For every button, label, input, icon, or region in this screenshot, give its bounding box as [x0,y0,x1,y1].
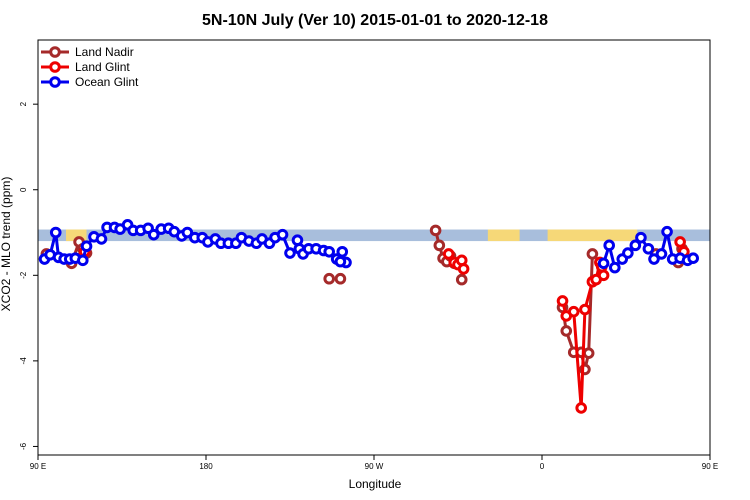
data-point [648,253,660,265]
data-point [77,254,89,267]
data-point [147,228,160,241]
x-tick-label: 0 [540,462,545,471]
x-tick-label: 90 E [30,462,46,471]
data-point [334,272,347,285]
data-point [336,245,349,258]
series-ocean-glint [38,219,700,274]
data-point [629,239,642,252]
series-land-nadir [40,224,688,376]
data-point [323,272,336,285]
data-point [597,257,610,270]
data-point [567,305,580,318]
legend-label-land-nadir: Land Nadir [75,45,134,59]
data-point [429,224,442,237]
ocean-band [38,229,710,242]
land-band-segment [66,229,87,242]
data-point [586,248,599,260]
data-point [642,242,655,255]
data-point [49,226,62,239]
x-tick-label: 180 [199,462,213,471]
y-tick-label: 2 [19,101,28,106]
isolated-points [323,255,347,285]
data-point [579,303,591,316]
land-band-segment [547,229,638,242]
data-point [687,252,700,264]
legend-entry-land-nadir: Land Nadir [41,45,134,59]
data-point [80,240,93,253]
data-point [323,245,336,258]
data-point [284,247,296,259]
legend-marker-land-nadir [49,46,61,58]
data-point [635,231,647,244]
series-layer [38,219,700,414]
data-point [95,233,108,245]
legend-label-ocean-glint: Ocean Glint [75,75,139,89]
legend-marker-land-glint [49,61,61,73]
y-tick-label: -4 [19,357,28,365]
data-point [655,248,668,260]
legend-label-land-glint: Land Glint [75,60,130,74]
data-point [556,295,569,307]
y-tick-label: -6 [19,442,28,450]
data-point [609,261,621,274]
axes: 90 E 180 90 W 0 90 E 2 0 -2 -4 -6 [19,39,718,471]
data-point [276,228,289,241]
legend-entry-ocean-glint: Ocean Glint [41,75,139,89]
data-point [457,263,470,275]
data-point [181,226,194,239]
chart-title: 5N-10N July (Ver 10) 2015-01-01 to 2020-… [202,12,548,29]
data-point [582,347,595,359]
legend: Land Nadir Land Glint Ocean Glint [41,45,139,89]
data-point [560,325,573,337]
y-axis-label: XCO2 - MLO trend (ppm) [0,177,13,312]
y-tick-label: -2 [19,271,28,279]
land-band-segment [487,229,520,242]
data-point [622,247,634,259]
data-point [575,402,588,414]
x-tick-label: 90 E [702,462,718,471]
data-point [597,269,610,282]
legend-marker-ocean-glint [49,76,61,88]
data-point [334,255,347,268]
data-point [674,236,686,248]
data-point [661,225,673,238]
data-point [442,248,455,260]
x-axis-label: Longitude [349,477,402,491]
x-tick-label: 90 W [365,462,384,471]
legend-entry-land-glint: Land Glint [41,60,130,74]
y-tick-label: 0 [19,187,28,192]
data-point [455,273,468,286]
land-ocean-band [38,229,710,242]
series-land-glint [75,236,690,414]
data-point [433,239,446,252]
data-point [603,239,616,252]
